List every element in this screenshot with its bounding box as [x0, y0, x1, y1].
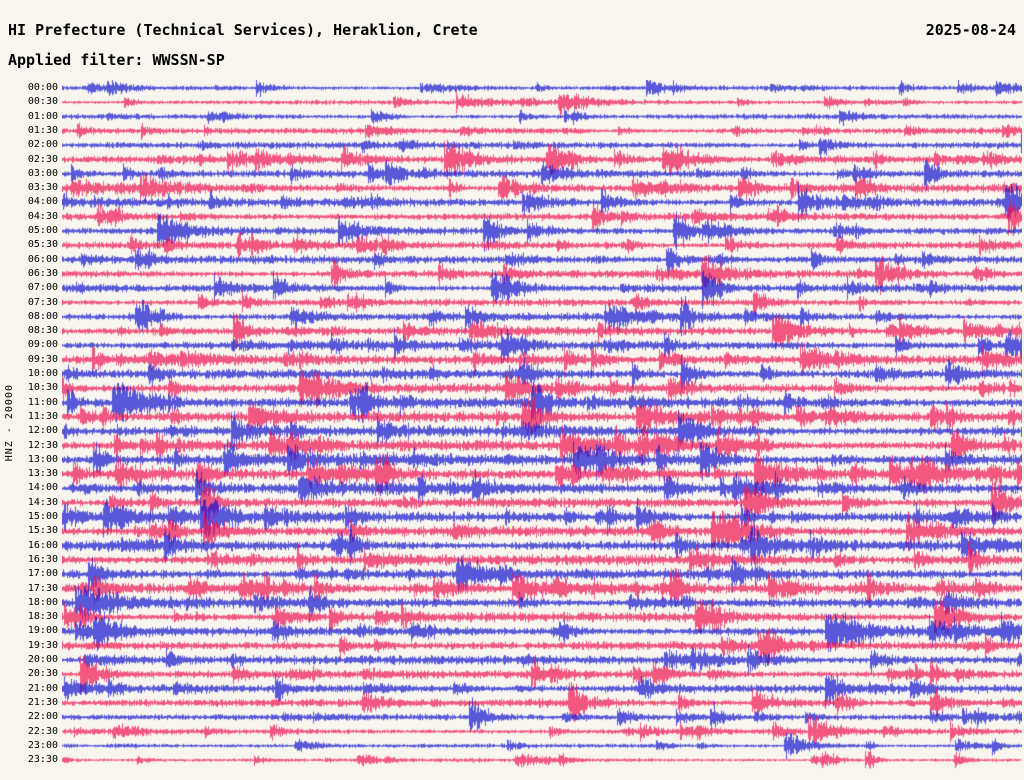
- trace-time-label: 06:00: [27, 253, 58, 265]
- trace-time-label: 14:30: [27, 496, 58, 508]
- trace-time-label: 16:00: [27, 539, 58, 551]
- trace-time-label: 02:00: [27, 139, 58, 151]
- date-label: 2025-08-24: [925, 21, 1016, 39]
- trace-time-label: 09:00: [27, 339, 58, 351]
- trace-time-label: 00:30: [27, 96, 58, 108]
- trace-time-label: 03:30: [27, 182, 58, 194]
- trace-time-label: 04:30: [27, 210, 58, 222]
- page-title: HI Prefecture (Technical Services), Hera…: [8, 21, 478, 39]
- trace-time-label: 22:30: [27, 725, 58, 737]
- trace-time-label: 17:00: [27, 568, 58, 580]
- trace-time-label: 19:30: [27, 639, 58, 651]
- trace-time-label: 03:00: [27, 167, 58, 179]
- trace-time-label: 04:00: [27, 196, 58, 208]
- channel-scale-label: HNZ - 20000: [4, 384, 15, 462]
- trace-time-label: 21:30: [27, 696, 58, 708]
- trace-time-label: 23:00: [27, 739, 58, 751]
- trace-time-label: 07:00: [27, 282, 58, 294]
- trace-time-label: 02:30: [27, 153, 58, 165]
- trace-time-label: 01:30: [27, 124, 58, 136]
- trace-time-label: 08:00: [27, 310, 58, 322]
- trace-time-label: 01:00: [27, 110, 58, 122]
- trace-time-label: 18:30: [27, 611, 58, 623]
- trace-time-label: 20:00: [27, 654, 58, 665]
- trace-time-label: 15:00: [27, 511, 58, 522]
- trace-time-label: 08:30: [27, 325, 58, 337]
- trace-time-label: 06:30: [27, 267, 58, 279]
- trace-time-label: 13:30: [27, 468, 58, 480]
- trace-time-label: 11:30: [27, 410, 58, 422]
- trace-time-label: 23:30: [27, 754, 58, 766]
- trace-time-label: 18:00: [27, 596, 58, 608]
- trace-time-label: 14:00: [27, 482, 58, 494]
- trace-time-label: 09:30: [27, 353, 58, 365]
- trace-time-label: 15:30: [27, 525, 58, 537]
- trace-time-label: 00:00: [27, 82, 58, 93]
- trace-time-label: 17:30: [27, 582, 58, 594]
- trace-time-label: 22:00: [27, 711, 58, 723]
- time-axis: 00:00 00:30 01:00 01:30 02:00 02:30 03:00 03:30…: [22, 0, 58, 780]
- trace-time-label: 19:00: [27, 625, 58, 637]
- trace-time-label: 16:30: [27, 553, 58, 565]
- trace-time-label: 12:00: [27, 425, 58, 437]
- trace-time-label: 07:30: [27, 296, 58, 308]
- seismogram-plot: [62, 80, 1022, 772]
- trace-time-label: 10:00: [27, 368, 58, 379]
- trace-time-label: 12:30: [27, 439, 58, 451]
- trace-time-label: 10:30: [27, 382, 58, 394]
- trace-time-label: 20:30: [27, 668, 58, 680]
- seismogram-canvas: [62, 80, 1022, 772]
- trace-time-label: 21:00: [27, 682, 58, 694]
- trace-time-label: 13:00: [27, 453, 58, 465]
- trace-time-label: 11:00: [27, 396, 58, 408]
- trace-time-label: 05:30: [27, 239, 58, 251]
- trace-time-label: 05:00: [27, 225, 58, 236]
- applied-filter-label: Applied filter: WWSSN-SP: [8, 51, 225, 69]
